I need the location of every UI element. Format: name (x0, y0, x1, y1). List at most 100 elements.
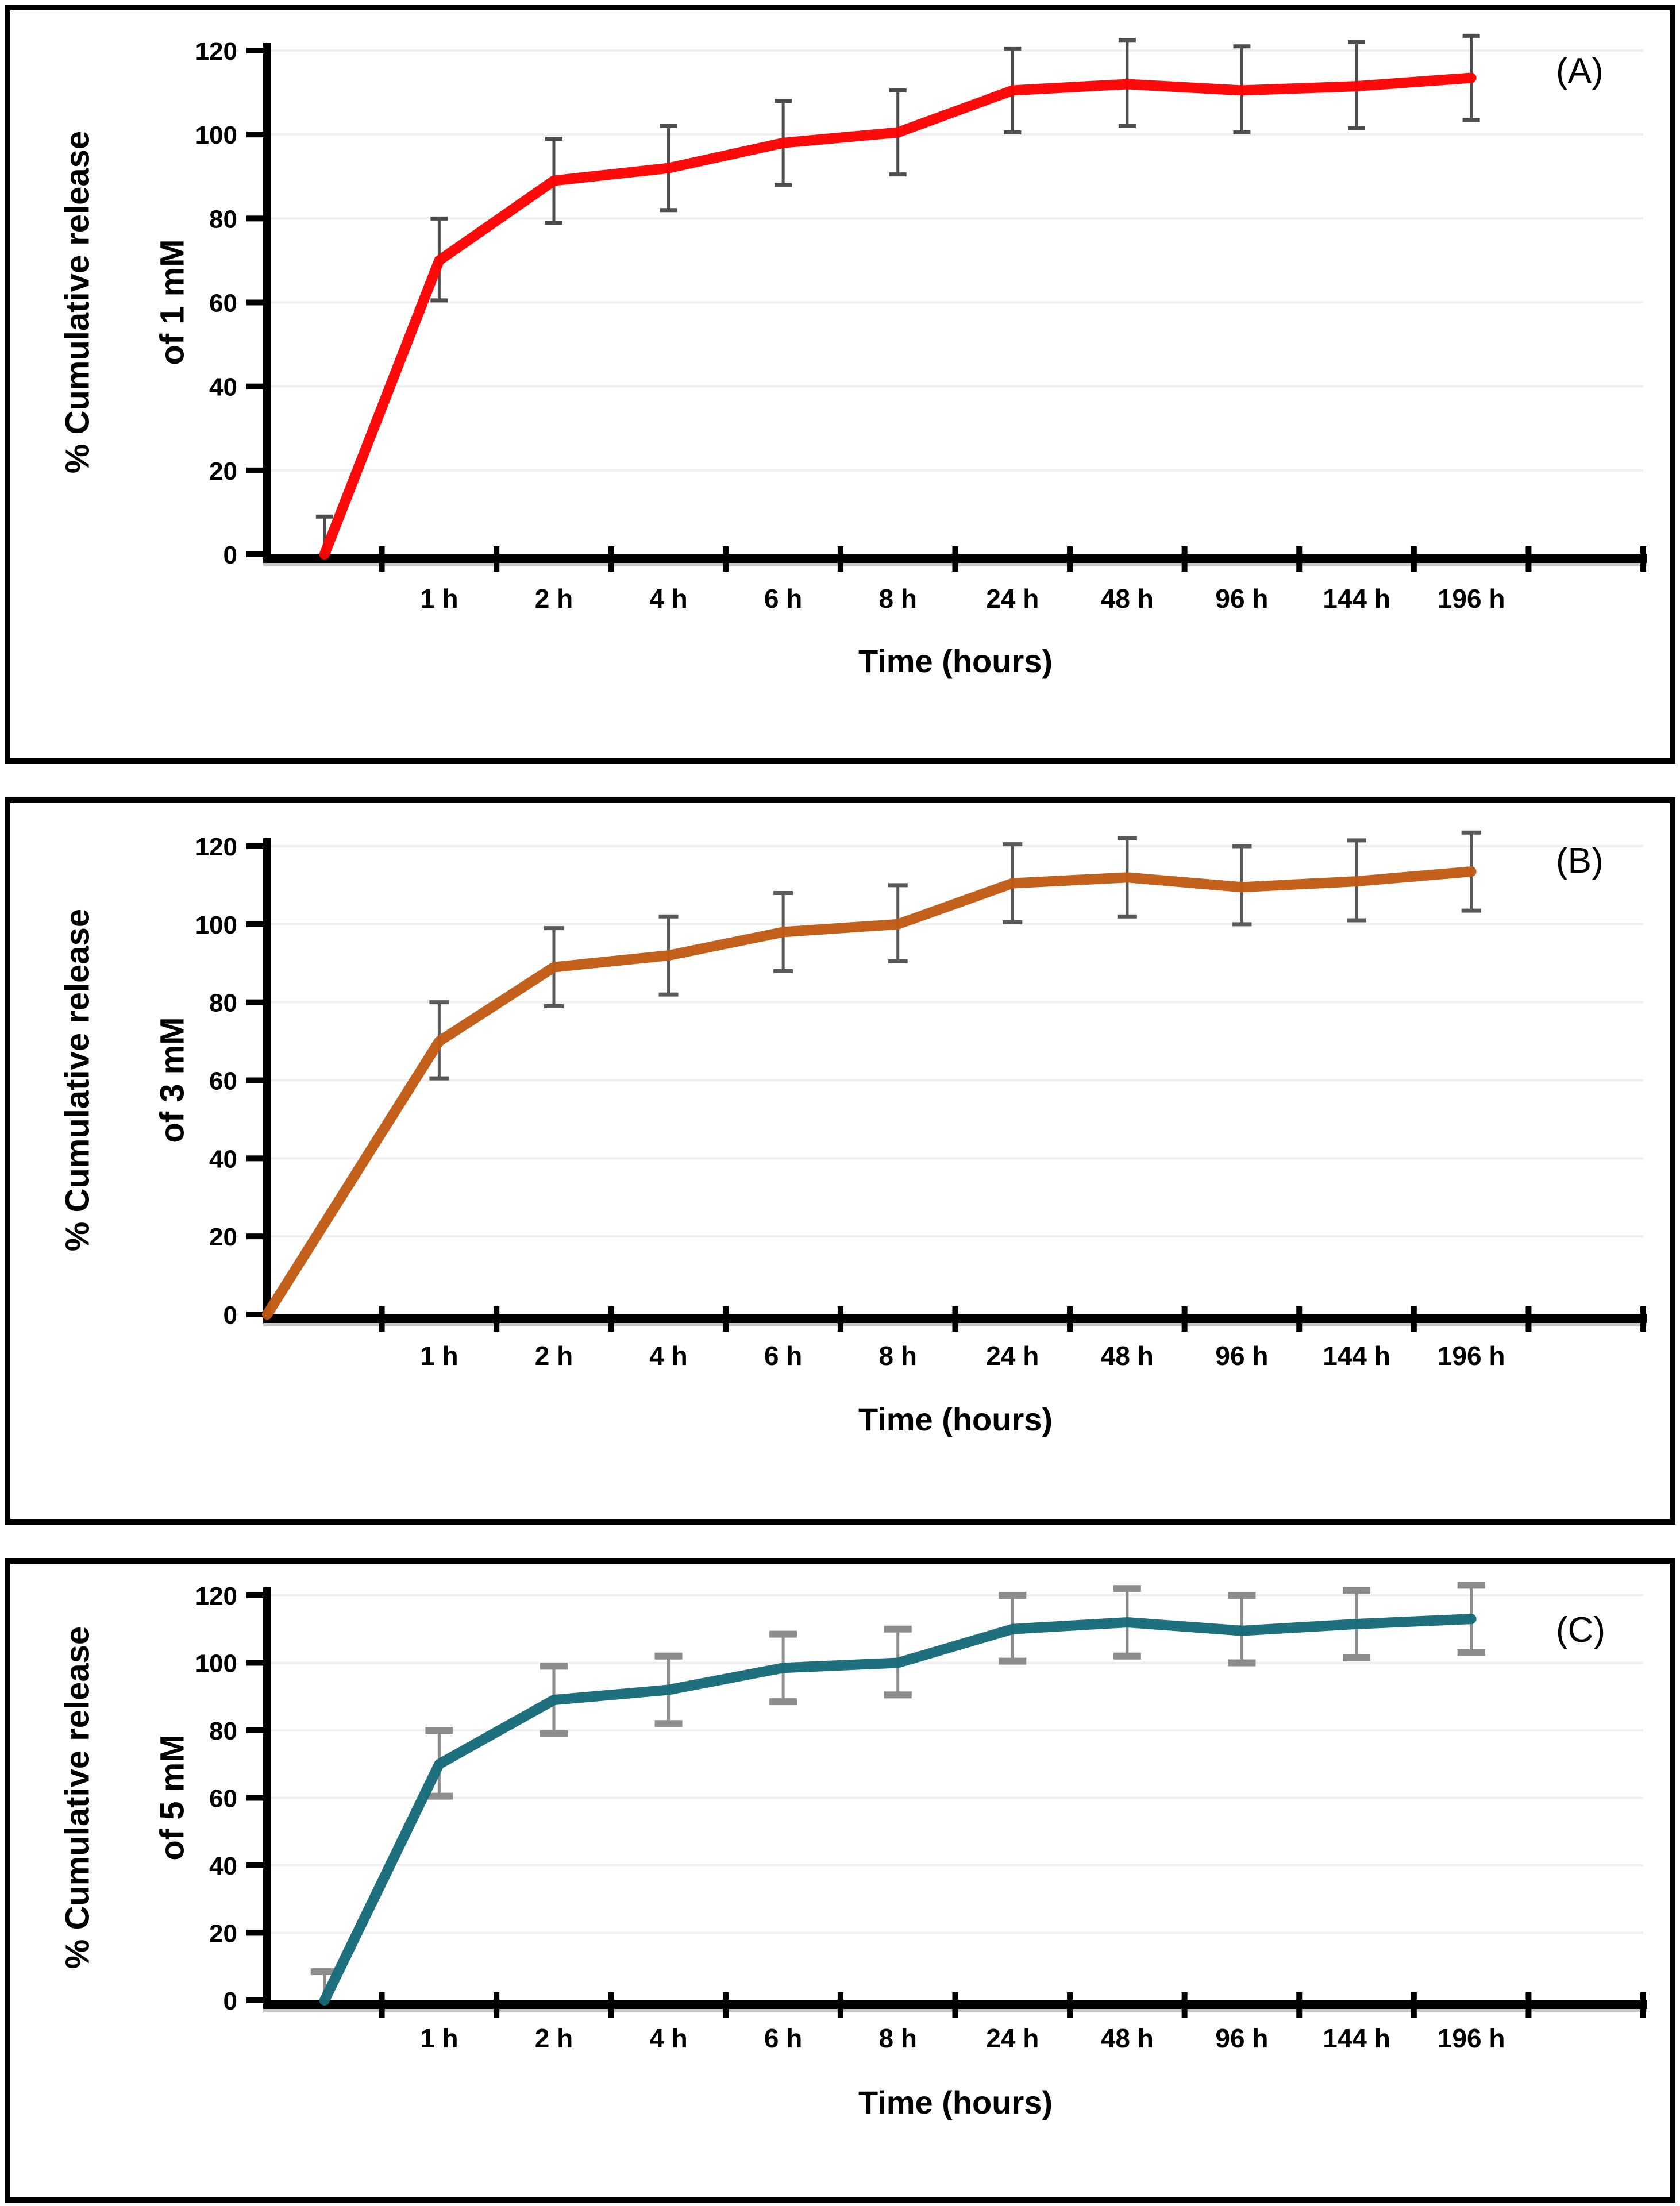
x-axis-tick (1181, 1306, 1188, 1332)
x-axis-tick (837, 1992, 843, 2018)
axes (246, 1587, 1647, 2018)
panel-b-y-axis-title-line1: % Cumulative release (59, 908, 97, 1252)
x-axis-tick (379, 546, 385, 572)
y-tick-label: 120 (195, 37, 237, 65)
data-line (319, 72, 1477, 560)
x-tick-label: 48 h (1101, 2023, 1154, 2053)
panel-c-plot: 0 20 40 60 80 100 120 1 h 2 h 4 h 6 h 8 h 24 h 48 h 96… (195, 1582, 1647, 2053)
y-tick-labels: 0 20 40 60 80 100 120 (195, 833, 237, 1329)
y-axis-tick (246, 1997, 264, 2003)
x-axis-tick (494, 1992, 500, 2018)
x-tick-label: 4 h (649, 1341, 687, 1371)
x-tick-label: 1 h (420, 1341, 458, 1371)
x-tick-label: 6 h (764, 2023, 802, 2053)
y-tick-label: 40 (209, 1852, 237, 1880)
x-axis-tick (723, 546, 729, 572)
x-axis-tick (1525, 1992, 1532, 2018)
gridlines (267, 845, 1643, 1238)
error-bars (429, 830, 1481, 1081)
x-axis-tick (1067, 1992, 1073, 2018)
x-axis-tick (1525, 546, 1532, 572)
x-tick-label: 8 h (878, 2023, 916, 2053)
x-tick-label: 96 h (1215, 584, 1268, 614)
y-tick-label: 100 (195, 121, 237, 149)
y-axis-tick (246, 1727, 264, 1733)
y-tick-label: 120 (195, 833, 237, 861)
x-axis-tick (723, 1306, 729, 1332)
y-axis-tick (246, 552, 264, 557)
panel-a: 0 20 40 60 80 100 120 1 h 2 h 4 h 6 h 8 h 24 h 48 h 96… (5, 5, 1675, 764)
x-axis-tick (1525, 1306, 1532, 1332)
x-tick-label: 4 h (649, 584, 687, 614)
x-axis-tick (1411, 1992, 1417, 2018)
y-tick-label: 20 (209, 1223, 237, 1251)
panel-b-letter-label: (B) (1556, 841, 1604, 881)
error-bars (315, 33, 1480, 554)
x-tick-labels: 1 h 2 h 4 h 6 h 8 h 24 h 48 h 96 h 144 h 196 h (420, 2023, 1505, 2053)
x-axis-tick (1640, 1992, 1646, 2018)
y-axis-line (263, 43, 271, 555)
panel-a-plot: 0 20 40 60 80 100 120 1 h 2 h 4 h 6 h 8 h 24 h 48 h 96… (195, 33, 1647, 614)
x-tick-label: 24 h (986, 2023, 1039, 2053)
x-axis-tick (608, 546, 614, 572)
x-axis-tick (837, 546, 843, 572)
y-tick-label: 60 (209, 1785, 237, 1813)
data-line (319, 1614, 1477, 2006)
x-tick-label: 1 h (420, 2023, 458, 2053)
x-tick-label: 6 h (764, 584, 802, 614)
x-tick-label: 2 h (535, 584, 573, 614)
panel-c-y-axis-title-line2: of 5 mM (153, 1734, 191, 1861)
x-axis-tick (1067, 546, 1073, 572)
x-tick-label: 2 h (535, 1341, 573, 1371)
y-axis-tick (246, 1862, 264, 1868)
x-axis-tick (494, 1306, 500, 1332)
x-axis-tick (1411, 1306, 1417, 1332)
y-tick-label: 0 (224, 541, 237, 569)
y-tick-label: 40 (209, 1145, 237, 1173)
y-axis-tick (246, 467, 264, 473)
x-tick-label: 48 h (1101, 584, 1154, 614)
y-axis-tick (246, 1592, 264, 1598)
x-tick-label: 144 h (1323, 1341, 1390, 1371)
y-axis-tick (246, 999, 264, 1005)
y-tick-label: 0 (224, 1301, 237, 1329)
x-axis-tick (1640, 546, 1646, 572)
x-axis-tick (1181, 546, 1188, 572)
y-tick-label: 20 (209, 457, 237, 485)
y-tick-label: 80 (209, 205, 237, 233)
x-axis-tick (608, 1306, 614, 1332)
x-axis-tick (608, 1992, 614, 2018)
y-tick-label: 100 (195, 911, 237, 939)
x-axis-tick (1296, 1306, 1303, 1332)
x-axis-tick (837, 1306, 843, 1332)
y-tick-label: 80 (209, 989, 237, 1017)
panel-b-y-axis-title-line2: of 3 mM (153, 1017, 191, 1143)
panel-c-y-axis-title-line1: % Cumulative release (59, 1626, 97, 1969)
x-tick-label: 1 h (420, 584, 458, 614)
axes (246, 838, 1647, 1332)
x-tick-label: 8 h (878, 584, 916, 614)
y-axis-tick (246, 1660, 264, 1666)
y-tick-label: 0 (224, 1987, 237, 2015)
x-axis-tick (1296, 546, 1303, 572)
x-tick-labels: 1 h 2 h 4 h 6 h 8 h 24 h 48 h 96 h 144 h 196 h (420, 584, 1505, 614)
y-axis-tick (246, 299, 264, 306)
y-tick-labels: 0 20 40 60 80 100 120 (195, 37, 237, 569)
x-tick-label: 24 h (986, 1341, 1039, 1371)
y-axis-tick (246, 921, 264, 927)
x-tick-label: 48 h (1101, 1341, 1154, 1371)
x-axis-tick (379, 1992, 385, 2018)
x-tick-label: 8 h (878, 1341, 916, 1371)
x-tick-label: 2 h (535, 2023, 573, 2053)
y-axis-tick (246, 1155, 264, 1162)
y-tick-label: 20 (209, 1920, 237, 1948)
y-axis-tick (246, 48, 264, 53)
y-tick-label: 40 (209, 373, 237, 402)
x-tick-label: 96 h (1215, 2023, 1268, 2053)
y-axis-tick (246, 843, 264, 849)
x-tick-label: 96 h (1215, 1341, 1268, 1371)
x-tick-labels: 1 h 2 h 4 h 6 h 8 h 24 h 48 h 96 h 144 h 196 h (420, 1341, 1505, 1371)
x-tick-label: 196 h (1438, 1341, 1505, 1371)
x-tick-label: 4 h (649, 2023, 687, 2053)
panel-a-y-axis-title-line2: of 1 mM (153, 239, 191, 365)
